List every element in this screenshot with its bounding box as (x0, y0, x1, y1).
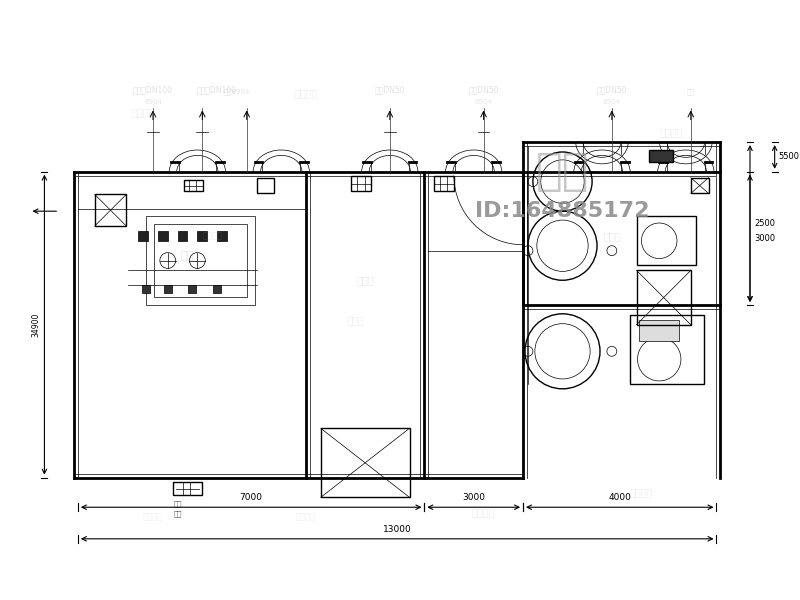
Bar (257, 178, 274, 193)
Bar (189, 285, 196, 293)
Bar (650, 150, 673, 162)
Text: 给水: 给水 (686, 88, 695, 95)
Bar (213, 285, 221, 293)
Text: 污水泵DN100: 污水泵DN100 (133, 86, 173, 95)
Text: 知乎建筑: 知乎建筑 (659, 127, 682, 137)
Text: 知乎建筑: 知乎建筑 (294, 88, 318, 98)
Text: 7000: 7000 (240, 493, 262, 502)
Bar (630, 315, 704, 384)
Text: 加药间: 加药间 (603, 231, 621, 241)
Text: 2500: 2500 (754, 219, 775, 228)
Text: 5500: 5500 (778, 152, 800, 161)
Text: 消毒间: 消毒间 (346, 315, 364, 325)
Text: 34900: 34900 (31, 313, 41, 337)
Text: 泵房: 泵房 (181, 251, 194, 260)
Text: 给水DN50: 给水DN50 (597, 86, 627, 95)
Text: 排水管网: 排水管网 (296, 512, 316, 521)
Text: 排水: 排水 (174, 500, 182, 507)
Bar (142, 285, 150, 293)
Text: 排水8904: 排水8904 (224, 88, 250, 95)
Text: 6904: 6904 (474, 98, 493, 104)
Bar (158, 231, 168, 241)
Bar (138, 231, 148, 241)
Text: 污水泵DN100: 污水泵DN100 (197, 86, 237, 95)
Bar (637, 216, 696, 265)
Bar (146, 216, 254, 305)
Bar (217, 231, 227, 241)
Bar (637, 271, 690, 325)
Text: 排水管网: 排水管网 (143, 512, 163, 521)
Bar (94, 194, 126, 226)
Bar (154, 224, 246, 297)
Text: 给水管网: 给水管网 (472, 507, 495, 517)
Text: 3000: 3000 (462, 493, 485, 502)
Text: 6904: 6904 (144, 98, 162, 104)
Text: 3000: 3000 (754, 234, 775, 243)
Text: ID:164885172: ID:164885172 (475, 201, 650, 221)
Text: 维修车间: 维修车间 (202, 232, 222, 241)
Bar (173, 482, 202, 496)
Bar (178, 231, 187, 241)
Text: 给水DN50: 给水DN50 (468, 86, 499, 95)
Bar (434, 176, 454, 191)
Text: 值班室: 值班室 (356, 275, 374, 285)
Bar (351, 176, 371, 191)
Bar (321, 428, 410, 497)
Bar (183, 179, 203, 191)
Bar (198, 231, 207, 241)
Text: 给水管网: 给水管网 (630, 487, 653, 497)
Text: 4000: 4000 (608, 493, 631, 502)
Text: 给水DN50: 给水DN50 (374, 86, 405, 95)
Bar (690, 178, 709, 193)
Text: 管道: 管道 (174, 510, 182, 517)
Text: 知乎建筑: 知乎建筑 (131, 107, 155, 118)
Bar (164, 285, 172, 293)
Text: 8904: 8904 (603, 98, 621, 104)
Text: 知乎: 知乎 (536, 150, 590, 193)
Bar (639, 320, 679, 341)
Text: 13000: 13000 (383, 525, 411, 534)
